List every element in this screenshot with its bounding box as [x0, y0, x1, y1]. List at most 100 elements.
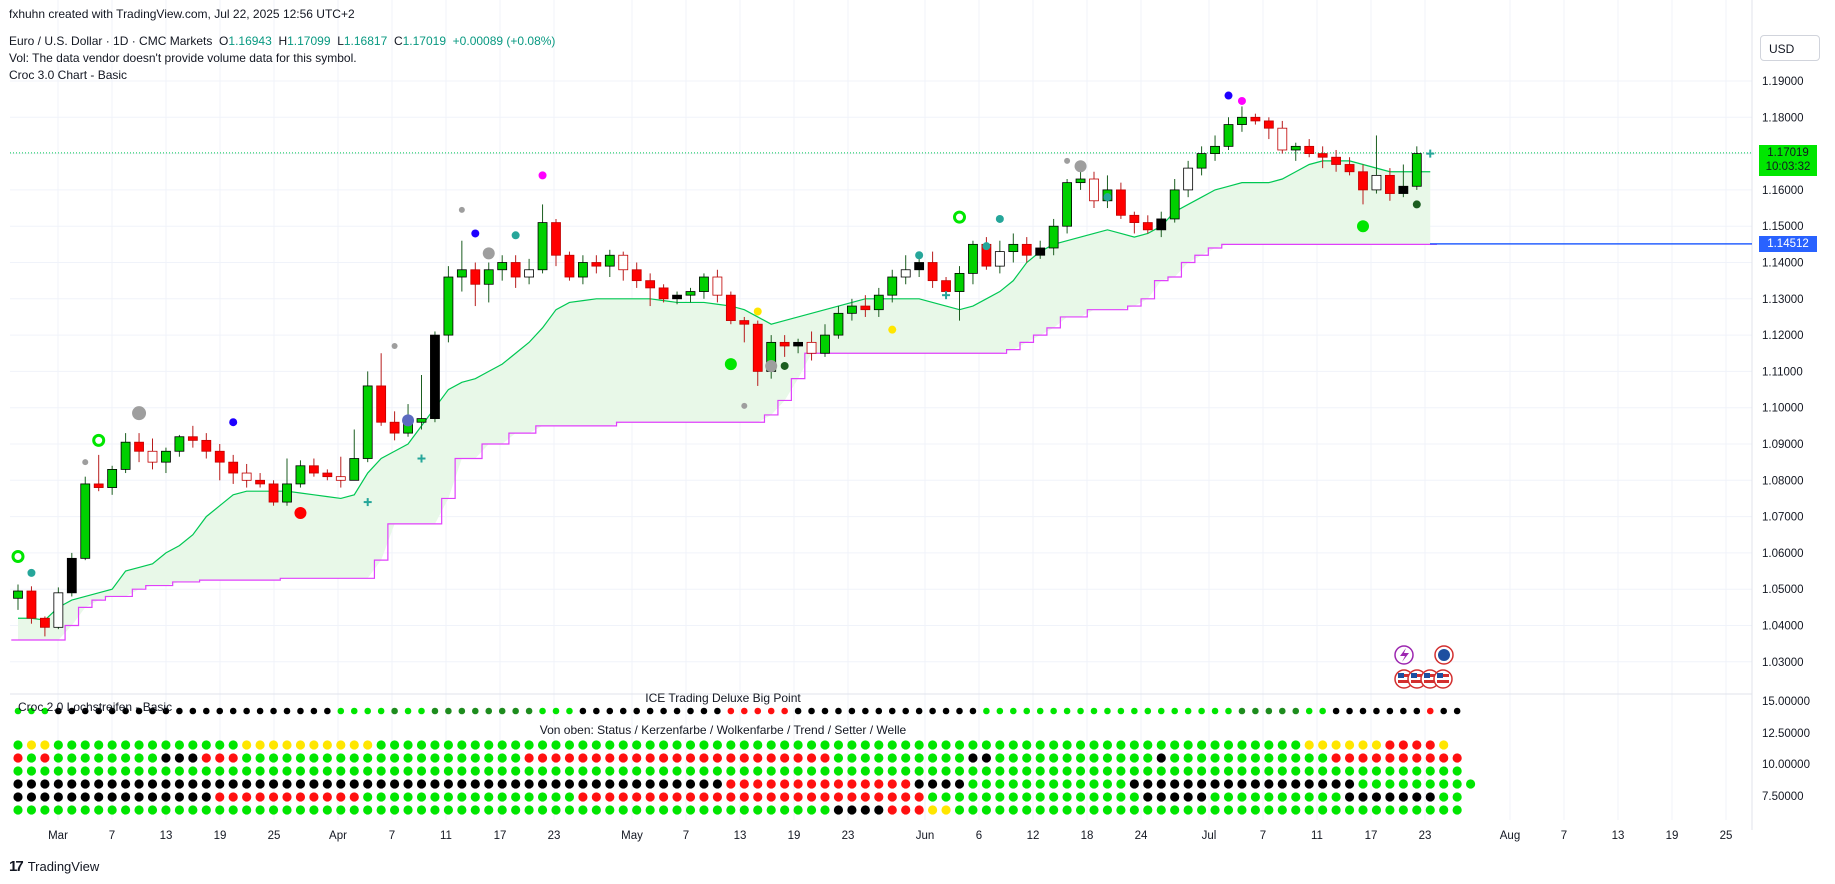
status-dot — [847, 779, 857, 789]
status-dot — [418, 707, 425, 715]
candle-body — [820, 334, 830, 354]
status-dot — [1102, 753, 1113, 763]
status-dot — [161, 753, 171, 763]
status-dot — [403, 805, 413, 815]
status-dot — [1358, 805, 1368, 815]
status-dot — [860, 805, 870, 815]
status-dot — [767, 707, 775, 715]
candle-body — [1089, 178, 1099, 202]
status-dot — [349, 740, 359, 750]
status-dot — [1318, 779, 1328, 789]
time-tick-label: 24 — [1135, 830, 1148, 842]
status-dot — [309, 766, 319, 776]
status-dot — [699, 740, 709, 750]
status-dot — [914, 779, 924, 789]
status-dot — [107, 753, 117, 763]
status-dot — [618, 805, 628, 815]
candle — [524, 258, 534, 285]
status-dot — [26, 766, 37, 776]
status-dot — [820, 792, 830, 802]
status-dot — [941, 766, 951, 776]
status-dot — [712, 753, 723, 763]
status-dot — [1223, 792, 1234, 802]
status-dot — [578, 766, 588, 776]
candle-body — [645, 280, 656, 289]
status-dot — [445, 707, 452, 715]
candle — [1062, 179, 1072, 234]
status-dot — [1211, 707, 1219, 715]
currency-button[interactable]: USD — [1760, 35, 1820, 61]
status-dot — [1344, 805, 1355, 815]
signal-dot — [982, 242, 991, 251]
status-dot — [404, 707, 412, 715]
status-dot — [1129, 740, 1139, 750]
candle-body — [1223, 124, 1234, 147]
candle-body — [1277, 127, 1288, 151]
status-dot — [1049, 792, 1059, 802]
candle-body — [725, 294, 736, 321]
candle — [1304, 139, 1315, 158]
status-dot — [901, 753, 911, 763]
status-dot — [1385, 766, 1395, 776]
status-dot — [860, 792, 870, 802]
candle-body — [416, 418, 427, 423]
status-dot — [941, 740, 951, 750]
status-dot — [766, 805, 776, 815]
status-dot — [981, 779, 992, 789]
signal-dot — [995, 214, 1004, 223]
status-dot — [1008, 740, 1018, 750]
status-dot — [995, 753, 1005, 763]
flag-stripe — [1411, 680, 1423, 683]
status-dot — [1144, 707, 1152, 715]
status-dot — [1129, 792, 1139, 802]
status-dot — [1425, 792, 1435, 802]
candle — [631, 262, 642, 288]
candle — [389, 411, 400, 441]
status-dot — [1143, 766, 1153, 776]
status-dot — [26, 753, 37, 763]
footer-brand[interactable]: 17 TradingView — [9, 858, 99, 875]
candle — [1156, 211, 1167, 238]
candle-body — [80, 483, 91, 559]
status-dot — [793, 753, 803, 763]
time-tick-label: 13 — [734, 830, 747, 842]
status-dot — [243, 707, 250, 715]
price-tick-label: 1.15000 — [1762, 221, 1804, 233]
status-dot — [457, 766, 467, 776]
status-dot — [40, 766, 50, 776]
candle — [161, 447, 171, 474]
status-dot — [13, 805, 23, 815]
candle — [1317, 146, 1328, 169]
status-dot — [1117, 707, 1125, 715]
status-dot — [295, 766, 306, 776]
status-dot — [1197, 805, 1207, 815]
status-dot — [498, 707, 506, 715]
price-tick-label: 1.03000 — [1762, 657, 1804, 669]
status-dot — [80, 740, 90, 750]
candle — [26, 586, 37, 624]
indicator-legend[interactable]: Croc 3.0 Chart - Basic — [9, 68, 128, 82]
status-dot — [968, 766, 978, 776]
status-dot — [94, 792, 104, 802]
status-dot — [1170, 753, 1180, 763]
status-dot — [1385, 805, 1395, 815]
status-dot — [1104, 707, 1111, 715]
status-dot — [511, 753, 521, 763]
status-dot — [929, 707, 936, 715]
status-dot — [147, 779, 158, 789]
candle — [1210, 135, 1220, 161]
status-dot — [1346, 707, 1353, 715]
time-tick-label: 17 — [494, 830, 507, 842]
status-dot — [753, 779, 763, 789]
status-dot — [121, 792, 131, 802]
flag-stripe — [1437, 680, 1449, 683]
status-dot — [591, 753, 601, 763]
status-dot — [1089, 740, 1099, 750]
symbol-name[interactable]: Euro / U.S. Dollar · 1D · CMC Markets — [9, 34, 213, 48]
candle-body — [806, 341, 817, 354]
status-dot — [484, 792, 494, 802]
candle — [968, 240, 978, 285]
status-dot — [941, 753, 951, 763]
candle-body — [376, 385, 387, 423]
